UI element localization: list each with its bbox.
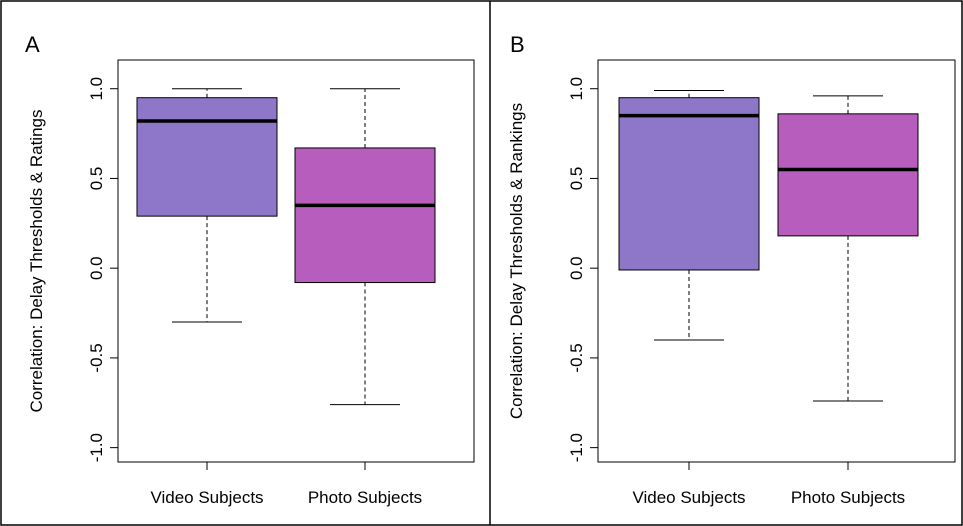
y-tick-label: 0.5 bbox=[567, 167, 586, 191]
box bbox=[618, 97, 760, 271]
box bbox=[294, 147, 436, 284]
y-tick-label: -0.5 bbox=[87, 343, 106, 372]
y-tick-label: -1.0 bbox=[87, 433, 106, 462]
box bbox=[136, 97, 278, 217]
y-tick-label: 0.0 bbox=[567, 256, 586, 280]
y-tick-label: -0.5 bbox=[567, 343, 586, 372]
y-tick-label: -1.0 bbox=[567, 433, 586, 462]
x-tick-label: Video Subjects bbox=[632, 488, 745, 507]
x-tick-label: Video Subjects bbox=[150, 488, 263, 507]
plot-frame bbox=[117, 59, 475, 463]
panel-label: A bbox=[25, 32, 40, 57]
panel-label: B bbox=[510, 32, 525, 57]
y-tick-label: 0.5 bbox=[87, 167, 106, 191]
plot-frame bbox=[597, 59, 956, 463]
box bbox=[777, 113, 919, 237]
x-tick-label: Photo Subjects bbox=[791, 488, 905, 507]
y-tick-label: 1.0 bbox=[567, 77, 586, 101]
y-axis-label: Correlation: Delay Thresholds & Rankings bbox=[507, 103, 526, 419]
y-tick-label: 1.0 bbox=[87, 77, 106, 101]
y-axis-label: Correlation: Delay Thresholds & Ratings bbox=[27, 110, 46, 413]
y-tick-label: 0.0 bbox=[87, 256, 106, 280]
x-tick-label: Photo Subjects bbox=[308, 488, 422, 507]
